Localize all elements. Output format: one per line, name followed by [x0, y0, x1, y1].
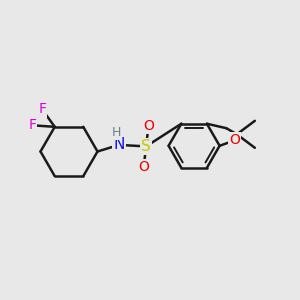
Text: S: S	[141, 139, 151, 154]
Text: O: O	[138, 160, 149, 174]
Text: N: N	[113, 137, 125, 152]
Text: F: F	[28, 118, 36, 132]
Text: H: H	[112, 126, 122, 139]
Text: O: O	[143, 119, 154, 133]
Text: F: F	[38, 102, 46, 116]
Text: O: O	[229, 134, 240, 147]
